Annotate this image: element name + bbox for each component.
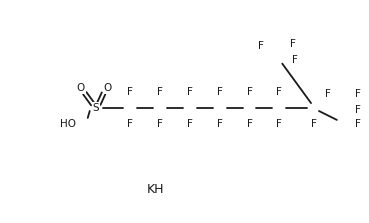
Text: F: F bbox=[187, 119, 193, 129]
Text: F: F bbox=[292, 55, 298, 65]
Text: S: S bbox=[92, 103, 99, 113]
Text: F: F bbox=[246, 119, 252, 129]
Text: HO: HO bbox=[60, 119, 76, 129]
Text: F: F bbox=[311, 119, 317, 129]
Text: F: F bbox=[258, 41, 264, 51]
Text: F: F bbox=[157, 119, 163, 129]
Text: F: F bbox=[187, 87, 193, 97]
Text: F: F bbox=[246, 87, 252, 97]
Text: F: F bbox=[355, 119, 361, 129]
Text: F: F bbox=[355, 89, 361, 99]
Text: F: F bbox=[127, 87, 133, 97]
Text: O: O bbox=[103, 83, 112, 93]
Text: KH: KH bbox=[146, 182, 164, 196]
Text: F: F bbox=[290, 39, 296, 49]
Text: O: O bbox=[77, 83, 85, 93]
Text: F: F bbox=[325, 89, 331, 99]
Text: F: F bbox=[127, 119, 133, 129]
Text: F: F bbox=[157, 87, 163, 97]
Text: F: F bbox=[276, 119, 282, 129]
Text: F: F bbox=[217, 119, 223, 129]
Text: F: F bbox=[276, 87, 282, 97]
Text: F: F bbox=[217, 87, 223, 97]
Text: F: F bbox=[355, 105, 361, 115]
